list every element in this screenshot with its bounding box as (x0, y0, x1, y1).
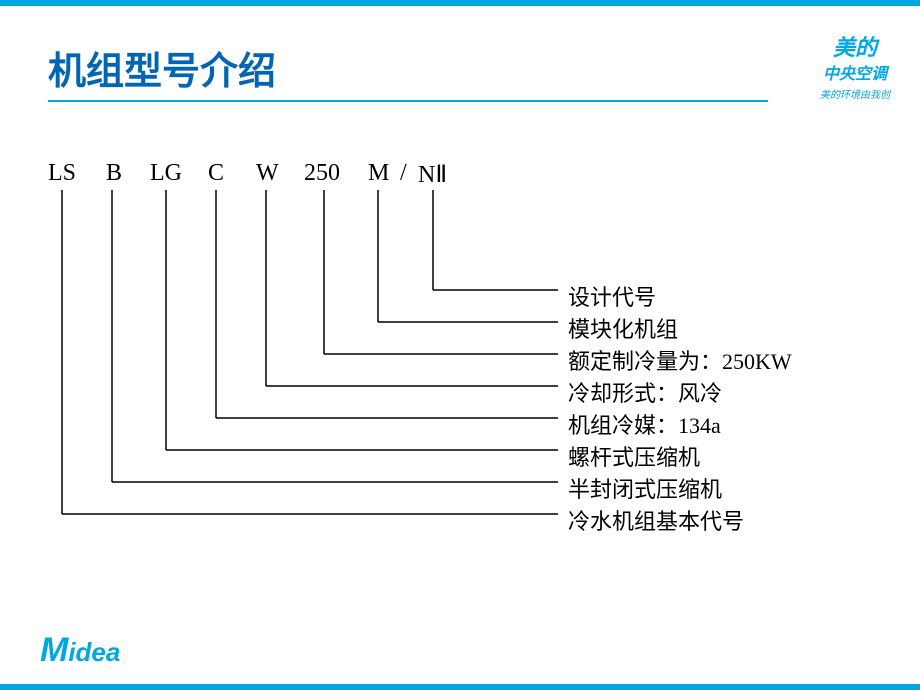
top-border (0, 0, 920, 6)
title-underline (48, 100, 768, 102)
model-code-part: NⅡ (418, 160, 447, 189)
model-code-part: LS (48, 160, 76, 187)
page-title: 机组型号介绍 (48, 40, 276, 95)
footer-logo-text: idea (68, 637, 120, 667)
model-code-part: LG (150, 160, 182, 187)
model-code-part: 250 (304, 160, 340, 187)
logo-line1: 美的 (820, 30, 890, 62)
brand-logo: 美的 中央空调 美的环境由我创 (820, 30, 890, 101)
description-label: 冷却形式：风冷 (568, 376, 722, 408)
description-label: 额定制冷量为：250KW (568, 344, 792, 376)
model-code-part: M (368, 160, 389, 187)
description-label: 机组冷媒：134a (568, 408, 721, 440)
logo-line2: 中央空调 (820, 60, 890, 84)
description-label: 设计代号 (568, 280, 656, 312)
description-label: 半封闭式压缩机 (568, 472, 722, 504)
model-code-part: / (400, 160, 407, 187)
description-label: 螺杆式压缩机 (568, 440, 700, 472)
bottom-border (0, 684, 920, 690)
model-code-part: W (256, 160, 279, 187)
model-diagram: LS B LG C W 250 M / NⅡ 设计代号模块化机组额定制冷量为：250KW冷却形式：… (48, 160, 872, 580)
logo-tagline: 美的环境由我创 (820, 86, 890, 101)
model-code-part: B (106, 160, 122, 187)
description-label: 模块化机组 (568, 312, 678, 344)
model-code-part: C (208, 160, 224, 187)
description-label: 冷水机组基本代号 (568, 504, 744, 536)
footer-logo: Midea (40, 631, 120, 670)
